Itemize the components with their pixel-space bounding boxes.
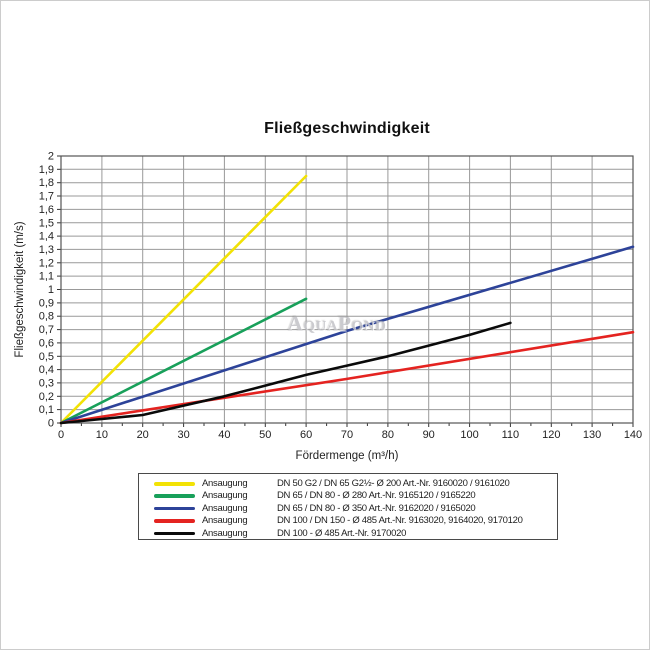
legend-series-description: DN 65 / DN 80 - Ø 350 Art.-Nr. 9162020 /…	[277, 502, 476, 514]
legend-row: Ansaugung DN 100 - Ø 485 Art.-Nr. 9170020	[139, 528, 557, 540]
x-axis-tick-label: 100	[460, 429, 478, 441]
legend-row: Ansaugung DN 65 / DN 80 - Ø 350 Art.-Nr. …	[139, 503, 557, 515]
x-axis-tick-label: 140	[624, 429, 642, 441]
legend-series-label: Ansaugung	[202, 527, 248, 539]
y-axis-tick-label: 1,6	[39, 204, 54, 216]
x-axis-tick-label: 30	[177, 429, 189, 441]
y-axis-tick-label: 1,1	[39, 271, 54, 283]
legend-row: Ansaugung DN 100 / DN 150 - Ø 485 Art.-Nr…	[139, 515, 557, 527]
x-axis-title: Fördermenge (m³/h)	[296, 450, 399, 462]
y-axis-tick-label: 1,2	[39, 257, 54, 269]
y-axis-tick-label: 0,9	[39, 297, 54, 309]
y-axis-tick-label: 0	[48, 418, 54, 430]
y-axis-tick-label: 0,3	[39, 377, 54, 389]
x-axis-tick-label: 120	[542, 429, 560, 441]
series-line-blue	[59, 245, 635, 425]
y-axis-tick-label: 1,5	[39, 217, 54, 229]
plot-border	[60, 155, 634, 424]
legend-series-description: DN 100 - Ø 485 Art.-Nr. 9170020	[277, 527, 407, 539]
legend-color-swatch	[154, 519, 195, 523]
legend-box: Ansaugung DN 50 G2 / DN 65 G2½- Ø 200 Art…	[138, 473, 558, 540]
y-axis-tick-label: 1,9	[39, 164, 54, 176]
y-axis-tick-label: 0,5	[39, 351, 54, 363]
x-axis-tick-label: 80	[382, 429, 394, 441]
x-axis-tick-label: 50	[259, 429, 271, 441]
legend-color-swatch	[154, 531, 195, 536]
series-line-green	[59, 297, 308, 425]
y-axis-tick-label: 1,3	[39, 244, 54, 256]
legend-series-description: DN 100 / DN 150 - Ø 485 Art.-Nr. 9163020…	[277, 515, 523, 527]
legend-series-description: DN 50 G2 / DN 65 G2½- Ø 200 Art.-Nr. 916…	[277, 478, 510, 489]
y-axis-tick-label: 0,6	[39, 337, 54, 349]
series-line-black	[59, 321, 512, 425]
x-axis-tick-label: 10	[96, 429, 108, 441]
y-axis-tick-label: 0,7	[39, 324, 54, 336]
x-axis-tick-label: 110	[502, 429, 520, 441]
series-line-red	[59, 330, 635, 425]
y-axis-tick-label: 1,4	[39, 231, 54, 243]
y-axis-tick-label: 0,8	[39, 311, 54, 323]
y-axis-title: Fließgeschwindigkeit (m/s)	[14, 221, 26, 357]
y-axis-tick-label: 0,2	[39, 391, 54, 403]
legend-series-label: Ansaugung	[202, 478, 248, 489]
x-axis-tick-label: 0	[58, 429, 64, 441]
legend-color-swatch	[154, 506, 195, 511]
legend-color-swatch	[154, 494, 195, 498]
y-axis-tick-label: 2	[48, 151, 54, 163]
y-axis-tick-label: 1	[48, 284, 54, 296]
y-axis-tick-label: 1,8	[39, 177, 54, 189]
legend-series-label: Ansaugung	[202, 515, 248, 527]
x-axis-tick-label: 130	[583, 429, 601, 441]
legend-series-description: DN 65 / DN 80 - Ø 280 Art.-Nr. 9165120 /…	[277, 490, 476, 502]
legend-series-label: Ansaugung	[202, 490, 248, 502]
legend-row: Ansaugung DN 50 G2 / DN 65 G2½- Ø 200 Art…	[139, 478, 557, 490]
legend-color-swatch	[154, 482, 195, 486]
chart-title: Fließgeschwindigkeit	[264, 120, 430, 137]
y-axis-tick-label: 0,1	[39, 404, 54, 416]
x-axis-tick-label: 70	[341, 429, 353, 441]
y-axis-tick-label: 1,7	[39, 191, 54, 203]
x-axis-tick-label: 20	[137, 429, 149, 441]
x-axis-tick-label: 60	[300, 429, 312, 441]
legend-row: Ansaugung DN 65 / DN 80 - Ø 280 Art.-Nr. …	[139, 490, 557, 502]
y-axis-tick-label: 0,4	[39, 364, 54, 376]
series-line-yellow	[59, 174, 308, 425]
x-axis-tick-label: 40	[218, 429, 230, 441]
legend-series-label: Ansaugung	[202, 502, 248, 514]
chart-plot-area: 00,10,20,30,40,50,60,70,80,911,11,21,31,…	[14, 151, 642, 463]
x-axis-tick-label: 90	[423, 429, 435, 441]
